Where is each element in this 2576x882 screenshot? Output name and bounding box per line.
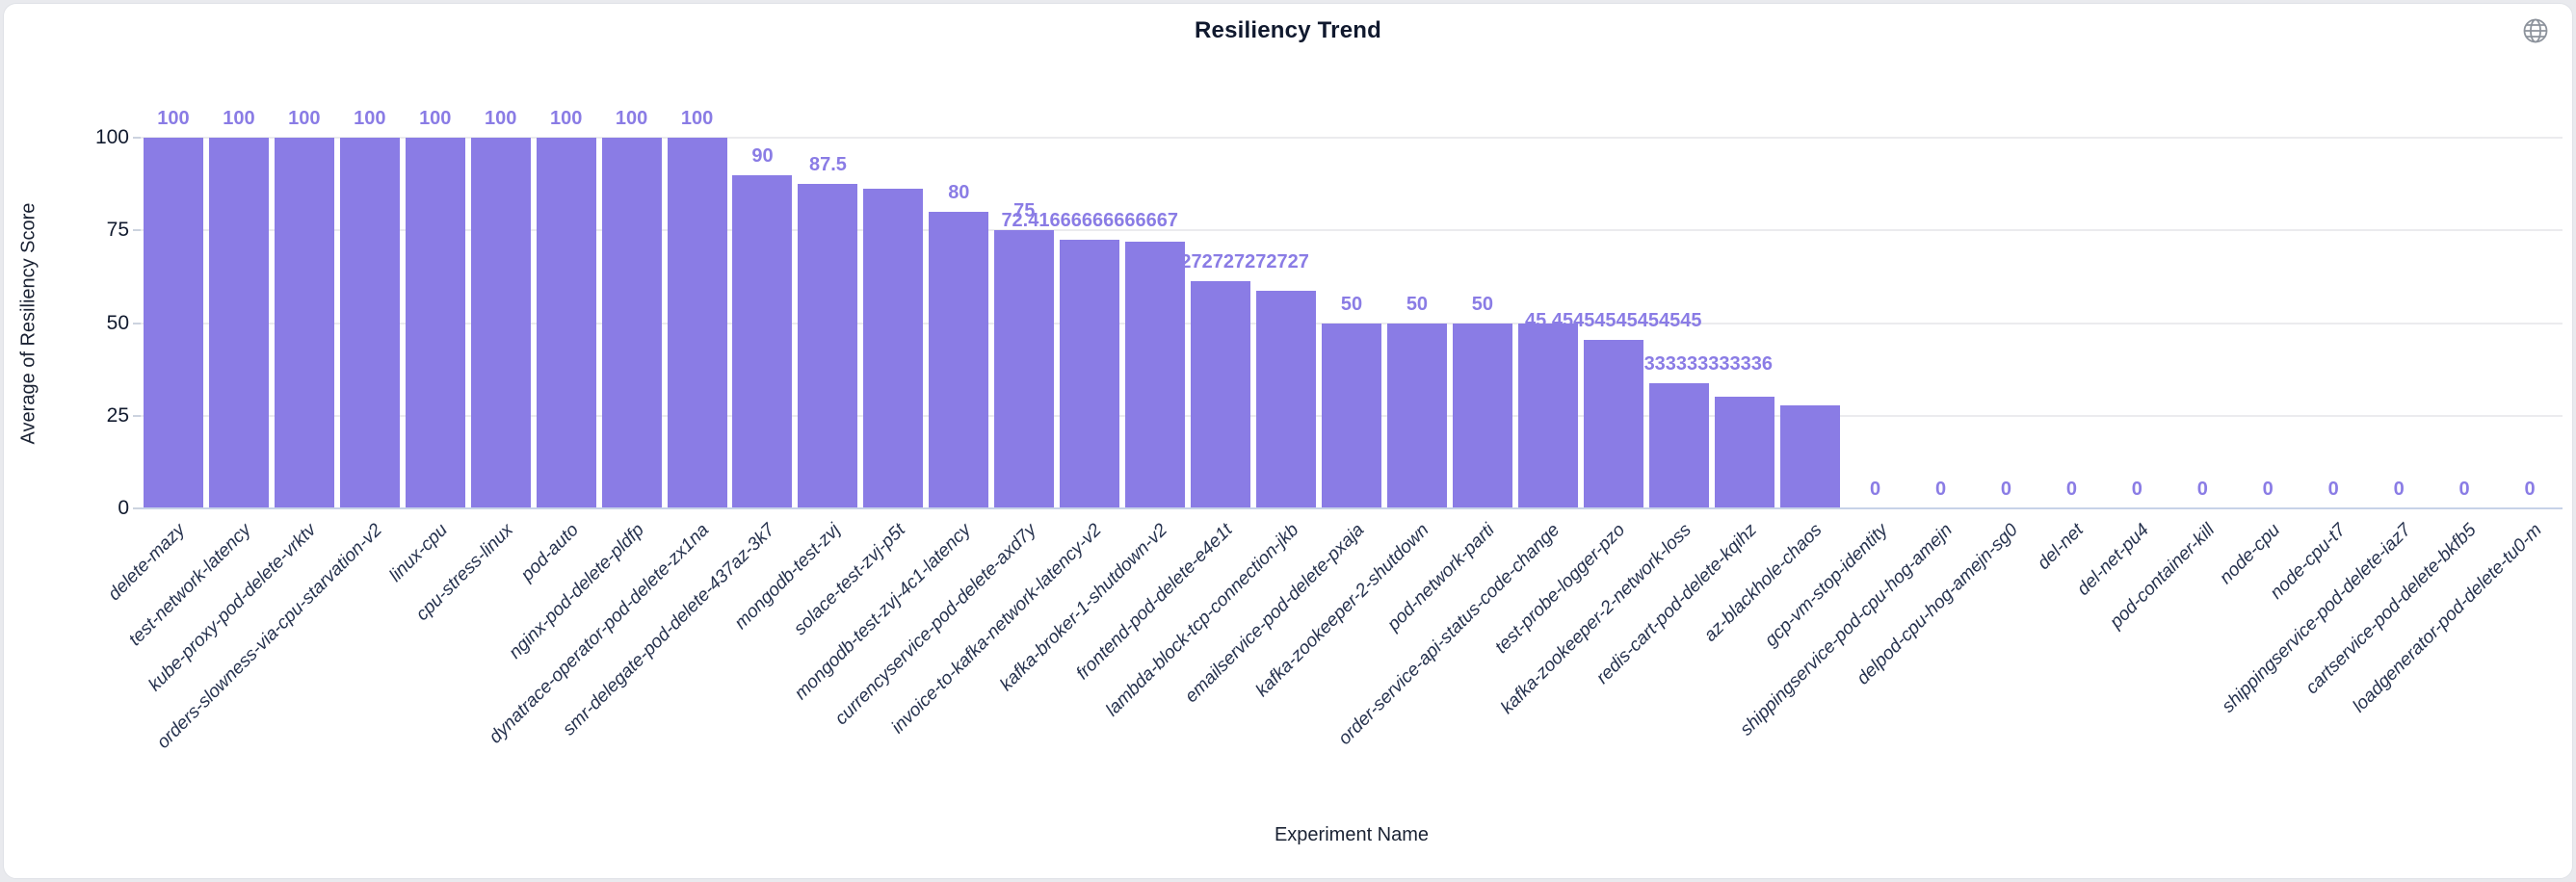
x-axis-category-label: test-network-latency <box>124 520 255 651</box>
bar-value-label: 100 <box>157 108 190 129</box>
bar[interactable] <box>1714 396 1774 508</box>
bar-value-label: 80 <box>948 182 970 203</box>
bar-value-label: 0 <box>2327 479 2339 500</box>
bar-value-label: 72.41666666666667 <box>1001 210 1178 232</box>
y-axis-tick-label: 75 <box>106 219 129 242</box>
x-axis-category-label: gcp-vm-stop-identity <box>1760 520 1892 651</box>
bar[interactable] <box>405 138 465 508</box>
globe-icon[interactable] <box>2522 17 2549 44</box>
y-gridline <box>141 229 2563 232</box>
x-axis-category-label: pod-auto <box>516 520 583 585</box>
bar[interactable] <box>1583 340 1643 508</box>
bar[interactable] <box>1648 382 1709 508</box>
x-axis-category-label: del-net <box>2034 520 2089 574</box>
y-axis-tick-mark <box>133 322 141 324</box>
x-axis-category-label: az-blackhole-chaos <box>1699 520 1827 646</box>
bar[interactable] <box>143 138 203 508</box>
x-axis-line <box>141 507 2563 509</box>
y-axis-title: Average of Resiliency Score <box>17 202 39 444</box>
bar[interactable] <box>994 230 1055 508</box>
bar-value-label: 100 <box>485 108 517 129</box>
bar[interactable] <box>274 138 334 508</box>
bar[interactable] <box>798 184 858 508</box>
bar-value-label: 50 <box>1406 293 1429 315</box>
bar-value-label: 90 <box>751 144 774 167</box>
x-axis-category-label: node-cpu <box>2216 520 2285 588</box>
bar[interactable] <box>1060 240 1120 508</box>
bar-chart-plot-area: 0 25 50 75 100 Average of Resiliency Score Exp… <box>4 4 2572 878</box>
bar[interactable] <box>470 138 531 508</box>
bar-value-label: 0 <box>2458 479 2470 500</box>
bar-value-label: 0 <box>1934 479 1947 500</box>
y-axis-tick-label: 25 <box>106 403 129 427</box>
y-axis-tick-mark <box>133 507 141 509</box>
y-axis-tick-label: 50 <box>106 311 129 334</box>
bar-value-label: 50 <box>1340 293 1363 315</box>
bar[interactable] <box>863 188 924 508</box>
bar-value-label: 50 <box>1471 293 1494 315</box>
x-axis-category-label: test-probe-logger-pzo <box>1491 520 1630 659</box>
bar[interactable] <box>536 138 596 508</box>
bar[interactable] <box>208 138 269 508</box>
bar[interactable] <box>339 138 400 508</box>
chart-card: Resiliency Trend 0 25 50 75 100 Average of Re… <box>3 3 2573 879</box>
bar[interactable] <box>1386 323 1447 508</box>
bar-value-label: 75 <box>1013 200 1036 222</box>
bar-value-label: 0 <box>2131 479 2142 500</box>
bar-value-label: 100 <box>615 108 648 129</box>
bar[interactable] <box>1256 291 1317 508</box>
bar-value-label: 0 <box>2393 479 2405 500</box>
bar[interactable] <box>1191 281 1251 508</box>
x-axis-title: Experiment Name <box>1274 824 1430 845</box>
bar-value-label: 0 <box>2262 479 2274 500</box>
bar-value-label: 0 <box>2196 479 2208 500</box>
chart-title: Resiliency Trend <box>1195 17 1381 43</box>
bar[interactable] <box>1517 323 1578 508</box>
bar-value-label: 87.5 <box>808 154 847 176</box>
bar-value-label: 0 <box>2065 479 2077 500</box>
x-axis-category-label: solace-test-zvj-p5t <box>790 520 910 639</box>
bar-value-label: 100 <box>549 108 583 129</box>
bar[interactable] <box>732 174 793 508</box>
bar[interactable] <box>1322 323 1381 508</box>
y-gridline <box>141 137 2563 139</box>
y-axis-tick-mark <box>133 229 141 232</box>
bar-value-label: 0 <box>2524 479 2536 500</box>
y-axis-tick-label: 100 <box>94 126 129 148</box>
bar-value-label: 100 <box>288 108 321 129</box>
bar-value-label: 100 <box>223 108 255 129</box>
bar-value-label: 100 <box>680 108 714 129</box>
bar[interactable] <box>601 138 662 508</box>
bar[interactable] <box>929 212 989 508</box>
y-axis-tick-label: 0 <box>118 497 129 519</box>
bar-value-label: 0 <box>2000 479 2012 500</box>
bar[interactable] <box>1125 241 1186 508</box>
bar[interactable] <box>1452 323 1512 508</box>
bar-value-label: 100 <box>419 108 452 129</box>
bar[interactable] <box>1779 404 1840 508</box>
y-axis-tick-mark <box>133 414 141 417</box>
bar-value-label: 100 <box>354 108 386 129</box>
y-axis-tick-mark <box>133 137 141 139</box>
bar-value-label: 0 <box>1870 479 1881 500</box>
bar[interactable] <box>667 138 727 508</box>
x-axis-category-label: linux-cpu <box>384 520 452 586</box>
